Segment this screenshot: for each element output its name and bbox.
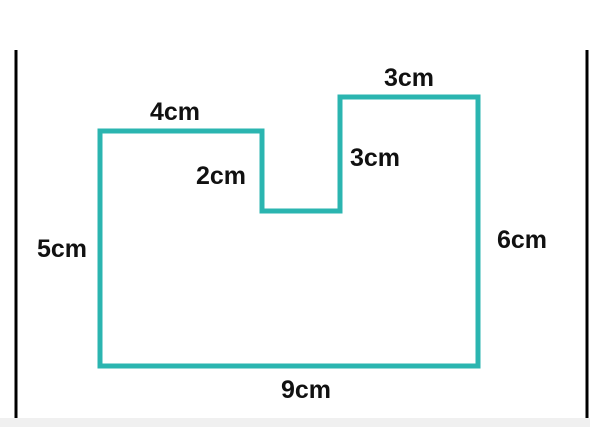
label-top-right-edge: 3cm [384,64,434,92]
label-left-edge: 5cm [37,235,87,263]
bottom-strip [0,418,590,427]
composite-shape-outline [97,94,481,369]
label-bottom-edge: 9cm [281,376,331,404]
label-top-left-edge: 4cm [150,98,200,126]
label-notch-left-edge: 2cm [196,162,246,190]
label-notch-right-edge: 3cm [350,144,400,172]
label-right-edge: 6cm [497,226,547,254]
